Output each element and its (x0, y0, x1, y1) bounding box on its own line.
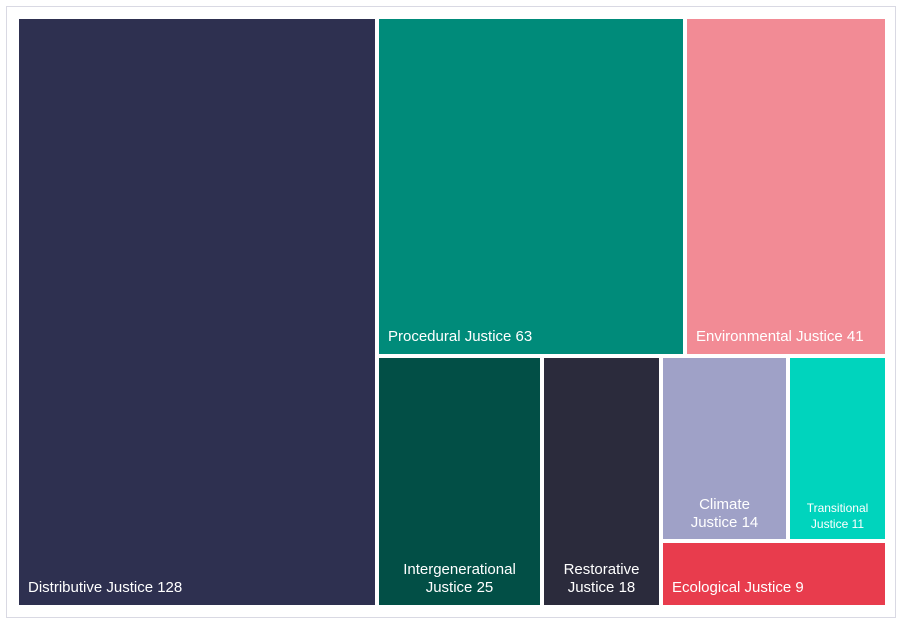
label-restorative-justice: Restorative Justice 18 (563, 561, 640, 596)
label-intergenerational-justice: Intergenerational Justice 25 (403, 561, 516, 596)
label-environmental-justice: Environmental Justice 41 (696, 328, 864, 345)
label-procedural-justice: Procedural Justice 63 (388, 328, 533, 345)
tile-climate-justice: Climate Justice 14 (663, 358, 786, 539)
tile-environmental-justice: Environmental Justice 41 (687, 19, 885, 354)
label-transitional-justice: Transitional Justice 11 (806, 501, 869, 531)
tile-transitional-justice: Transitional Justice 11 (790, 358, 885, 539)
tile-ecological-justice: Ecological Justice 9 (663, 543, 885, 605)
tile-intergenerational-justice: Intergenerational Justice 25 (379, 358, 540, 605)
tile-distributive-justice: Distributive Justice 128 (19, 19, 375, 605)
label-climate-justice: Climate Justice 14 (690, 496, 759, 531)
label-distributive-justice: Distributive Justice 128 (28, 579, 183, 596)
label-ecological-justice: Ecological Justice 9 (672, 579, 804, 596)
tile-procedural-justice: Procedural Justice 63 (379, 19, 683, 354)
tile-restorative-justice: Restorative Justice 18 (544, 358, 659, 605)
